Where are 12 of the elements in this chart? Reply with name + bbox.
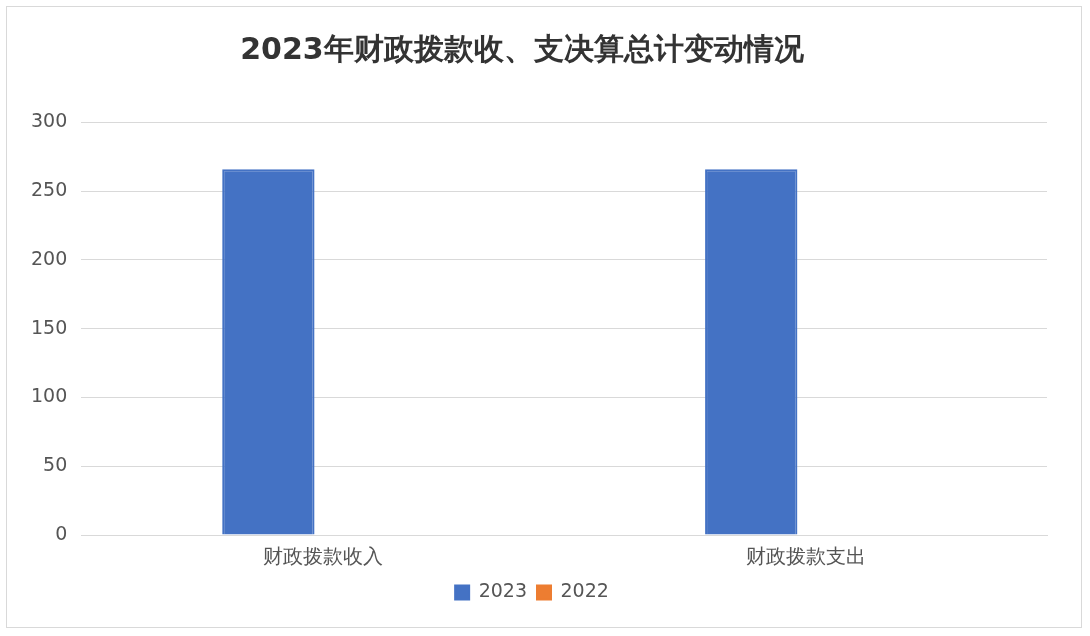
y-tick-label: 50 xyxy=(43,453,68,476)
x-tick-label: 财政拨款支出 xyxy=(745,544,866,569)
legend-label: 2023 xyxy=(478,579,528,602)
y-tick-label: 0 xyxy=(55,521,68,544)
y-tick-label: 250 xyxy=(31,178,68,201)
y-tick-label: 300 xyxy=(31,109,68,132)
x-tick-label: 财政拨款收入 xyxy=(262,544,383,569)
y-tick-label: 150 xyxy=(31,315,68,338)
y-tick-label: 100 xyxy=(31,384,68,407)
legend-label: 2022 xyxy=(560,579,609,602)
chart-title: 2023年财政拨款收、支决算总计变动情况 xyxy=(239,30,805,68)
y-tick-label: 200 xyxy=(31,246,68,269)
